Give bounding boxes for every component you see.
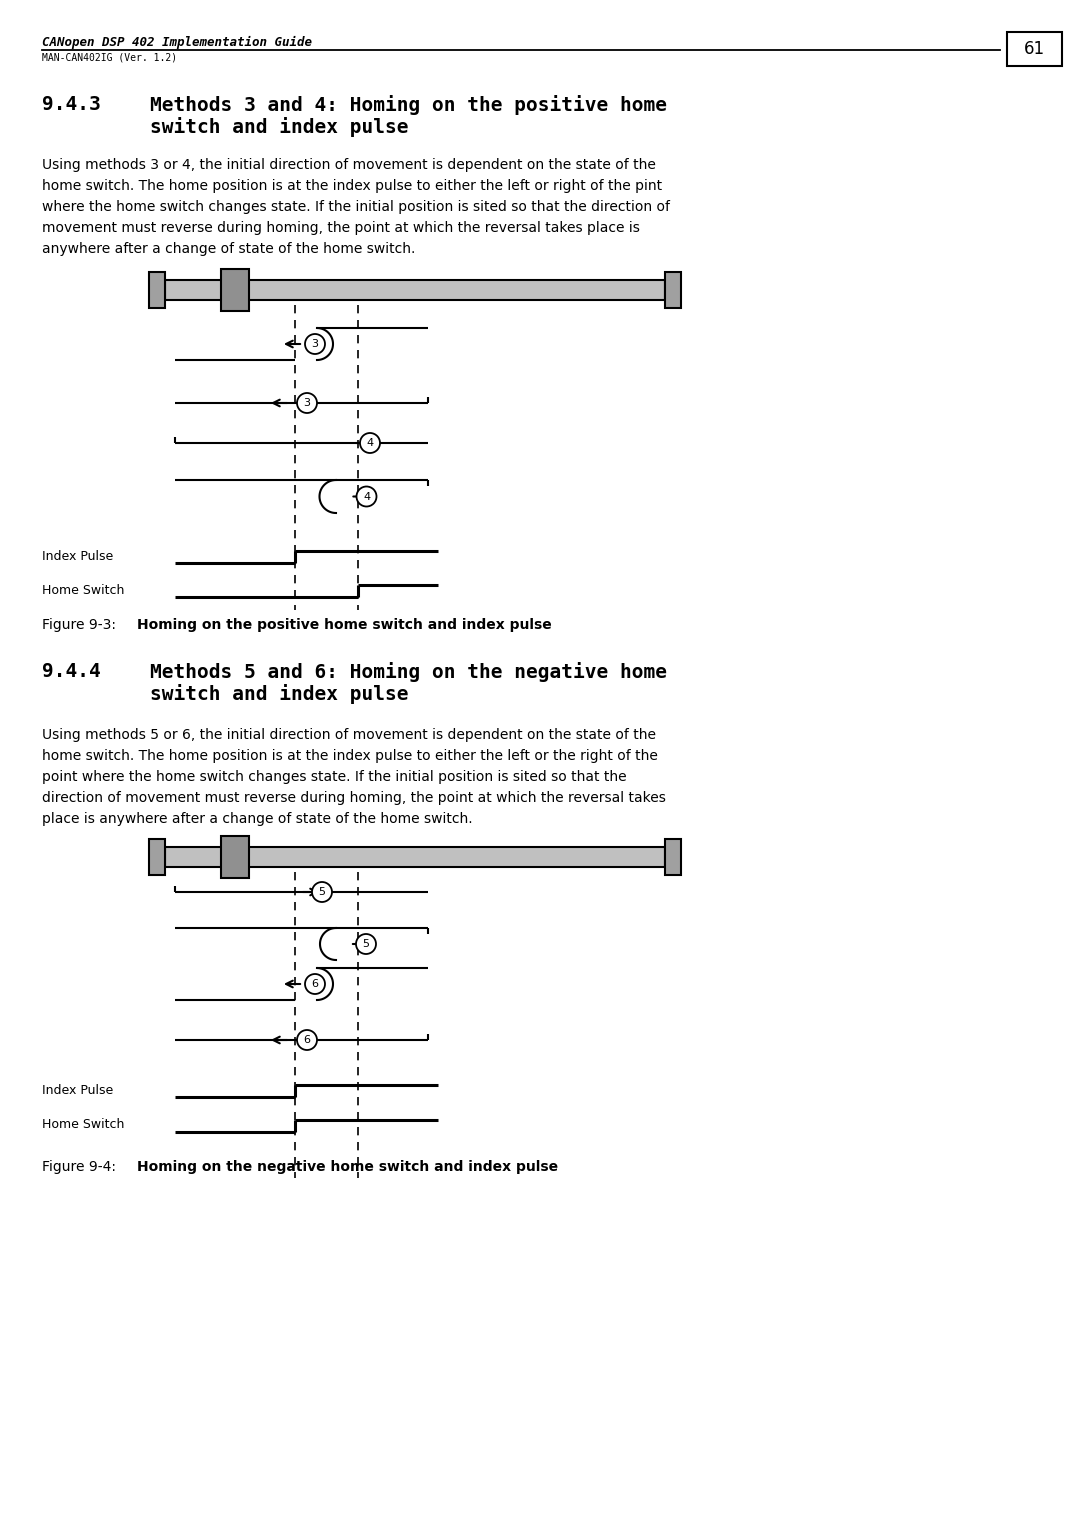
Text: 9.4.4: 9.4.4: [42, 662, 100, 681]
Text: direction of movement must reverse during homing, the point at which the reversa: direction of movement must reverse durin…: [42, 792, 666, 805]
Circle shape: [297, 393, 318, 413]
Bar: [149, 839, 165, 876]
Text: home switch. The home position is at the index pulse to either the left or the r: home switch. The home position is at the…: [42, 749, 658, 762]
Text: 4: 4: [366, 439, 374, 448]
Circle shape: [360, 432, 380, 452]
Text: 61: 61: [1024, 40, 1044, 58]
Text: anywhere after a change of state of the home switch.: anywhere after a change of state of the …: [42, 241, 416, 257]
Circle shape: [297, 1030, 318, 1050]
Text: 4: 4: [363, 492, 370, 501]
Text: Homing on the negative home switch and index pulse: Homing on the negative home switch and i…: [137, 1160, 558, 1174]
Circle shape: [312, 882, 332, 902]
Text: Homing on the positive home switch and index pulse: Homing on the positive home switch and i…: [137, 617, 552, 633]
Text: 6: 6: [311, 979, 319, 989]
Circle shape: [305, 335, 325, 354]
Text: Home Switch: Home Switch: [42, 1118, 124, 1132]
Text: Figure 9-3:: Figure 9-3:: [42, 617, 120, 633]
Text: MAN-CAN402IG (Ver. 1.2): MAN-CAN402IG (Ver. 1.2): [42, 52, 177, 63]
Text: movement must reverse during homing, the point at which the reversal takes place: movement must reverse during homing, the…: [42, 222, 639, 235]
Bar: [165, 280, 665, 299]
Text: Methods 5 and 6: Homing on the negative home: Methods 5 and 6: Homing on the negative …: [150, 662, 667, 681]
Text: Using methods 3 or 4, the initial direction of movement is dependent on the stat: Using methods 3 or 4, the initial direct…: [42, 157, 656, 173]
Circle shape: [356, 934, 376, 953]
Text: Home Switch: Home Switch: [42, 584, 124, 596]
Text: place is anywhere after a change of state of the home switch.: place is anywhere after a change of stat…: [42, 811, 473, 827]
Circle shape: [356, 486, 377, 506]
Bar: [665, 839, 681, 876]
Text: 3: 3: [311, 339, 319, 348]
Bar: [165, 847, 665, 866]
Text: 9.4.3: 9.4.3: [42, 95, 100, 115]
Text: CANopen DSP 402 Implementation Guide: CANopen DSP 402 Implementation Guide: [42, 37, 312, 49]
Bar: [665, 272, 681, 309]
Text: switch and index pulse: switch and index pulse: [150, 685, 408, 704]
Circle shape: [305, 973, 325, 995]
Bar: [149, 272, 165, 309]
Text: point where the home switch changes state. If the initial position is sited so t: point where the home switch changes stat…: [42, 770, 626, 784]
Text: where the home switch changes state. If the initial position is sited so that th: where the home switch changes state. If …: [42, 200, 670, 214]
Text: Index Pulse: Index Pulse: [42, 550, 113, 562]
Text: 5: 5: [319, 886, 325, 897]
Text: Methods 3 and 4: Homing on the positive home: Methods 3 and 4: Homing on the positive …: [150, 95, 667, 115]
Text: Figure 9-4:: Figure 9-4:: [42, 1160, 120, 1174]
Text: 5: 5: [363, 940, 369, 949]
Bar: [221, 269, 249, 312]
Text: Using methods 5 or 6, the initial direction of movement is dependent on the stat: Using methods 5 or 6, the initial direct…: [42, 727, 656, 743]
Text: home switch. The home position is at the index pulse to either the left or right: home switch. The home position is at the…: [42, 179, 662, 193]
Text: 6: 6: [303, 1034, 311, 1045]
Text: 3: 3: [303, 397, 311, 408]
Text: switch and index pulse: switch and index pulse: [150, 118, 408, 138]
Bar: [221, 836, 249, 879]
Text: Index Pulse: Index Pulse: [42, 1083, 113, 1097]
Bar: [1007, 32, 1062, 66]
